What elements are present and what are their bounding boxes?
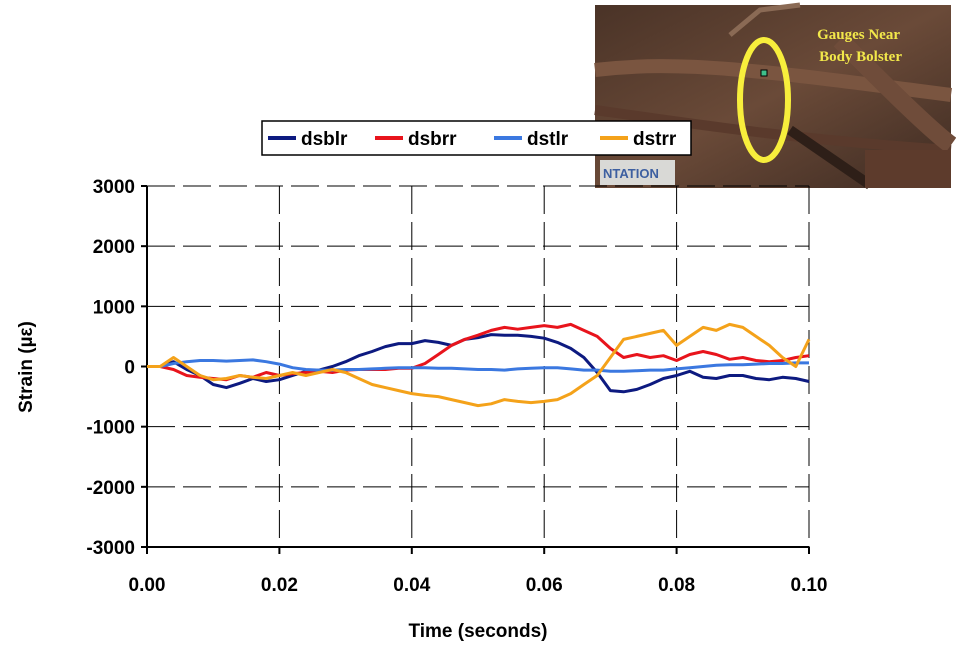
x-tick-label: 0.08: [658, 575, 695, 596]
y-axis-title: Strain (µε): [16, 321, 37, 413]
tick-labels: 3000 2000 1000 0 -1000 -2000 -3000 0.00 0.02 0.04…: [86, 177, 827, 596]
y-tick-label: 2000: [93, 237, 135, 258]
y-tick-label: -1000: [86, 418, 135, 439]
x-axis-title: Time (seconds): [408, 621, 547, 642]
y-tick-label: -3000: [86, 538, 135, 559]
series-line-dsblr: [147, 333, 810, 394]
x-tick-label: 0.06: [526, 575, 563, 596]
x-tick-label: 0.02: [261, 575, 298, 596]
gauge-highlight-ellipse: [737, 37, 791, 163]
plot-series: [147, 322, 811, 408]
bolster-photo: NTATION Gauges Near Body Bolster: [594, 2, 956, 190]
x-tick-label: 0.10: [791, 575, 828, 596]
series-line-dstlr: [147, 358, 809, 373]
x-tick-label: 0.04: [393, 575, 430, 596]
y-tick-label: 3000: [93, 177, 135, 198]
photo-label-line1: Gauges Near: [817, 27, 900, 43]
legend-label-dstrr: dstrr: [633, 129, 677, 150]
chart-legend: dsblr dsbrr dstlr dstrr: [261, 120, 692, 156]
y-tick-label: 0: [124, 358, 135, 379]
photo-label-line2: Body Bolster: [819, 49, 902, 65]
strain-gauge-marker: [760, 69, 768, 77]
x-tick-label: 0.00: [129, 575, 166, 596]
series-line-dstrr: [147, 322, 811, 408]
legend-label-dsbrr: dsbrr: [408, 129, 457, 150]
series-line-dsbrr: [147, 322, 810, 382]
legend-label-dsblr: dsblr: [301, 129, 348, 150]
y-tick-label: -2000: [86, 478, 135, 499]
y-tick-label: 1000: [93, 297, 135, 318]
photo-sign-text: NTATION: [603, 166, 659, 181]
legend-label-dstlr: dstlr: [527, 129, 569, 150]
